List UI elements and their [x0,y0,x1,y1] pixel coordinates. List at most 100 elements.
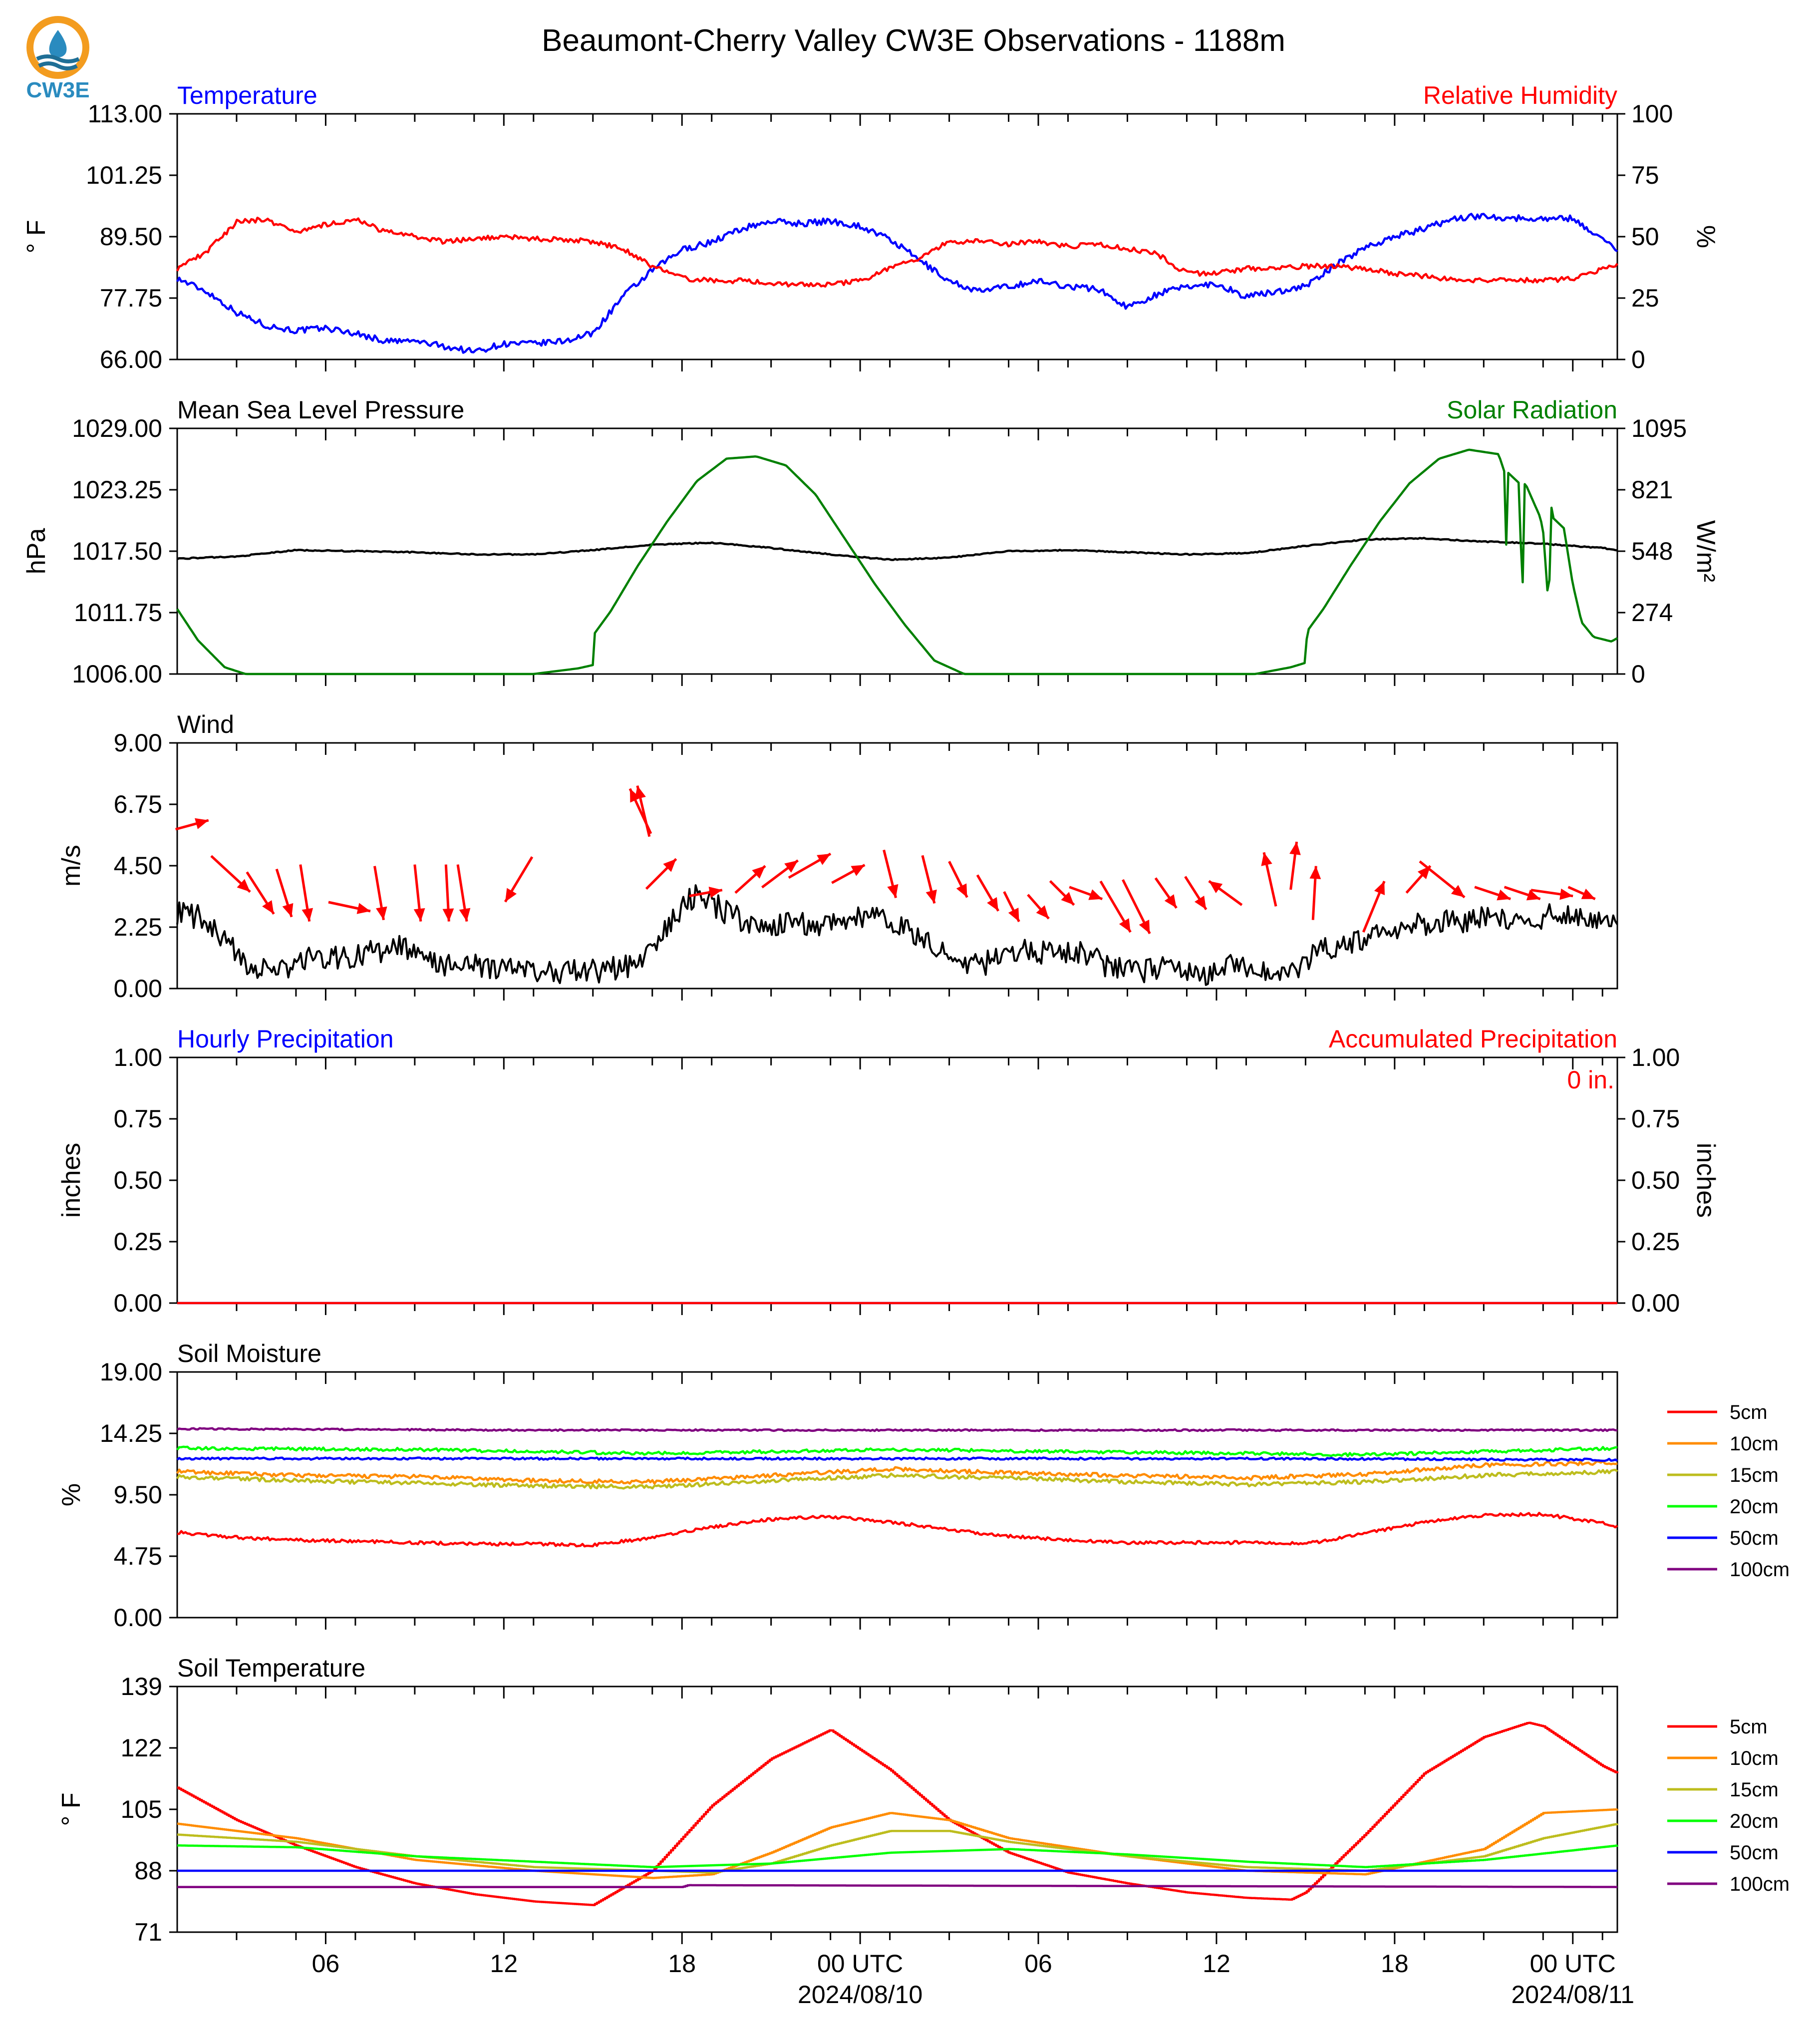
y-tick-label-right: 0 [1631,660,1645,688]
wind-arrow-head [302,908,313,922]
y-tick-label: 1.00 [114,1043,162,1071]
y-tick-label-right: 75 [1631,161,1659,189]
legend-label: 5cm [1730,1716,1768,1738]
left-title: Temperature [177,81,317,109]
plot-frame [176,742,1618,990]
plot-frame [176,1686,1618,1933]
y-tick-label: 1023.25 [72,476,162,504]
wind-arrow-head [925,889,937,904]
y-tick-label: 89.50 [100,223,162,251]
series-line-mean-sea-level-pressure [177,537,1618,561]
y-tick-label: 77.75 [100,284,162,312]
y-tick-label: 88 [134,1857,162,1885]
y-tick-label: 2.25 [114,913,162,941]
series-line-100cm [176,1427,1618,1432]
series-line-5cm [177,1512,1618,1548]
y-axis-label: hPa [22,528,51,575]
y-tick-label: 101.25 [86,161,162,189]
wind-arrow-head [1209,881,1223,893]
legend-label: 20cm [1730,1496,1779,1518]
plot-frame [176,1056,1618,1304]
y-tick-label: 6.75 [114,790,162,818]
series-line-temperature [176,213,1618,354]
y-tick-label: 139 [121,1673,162,1700]
legend: 5cm 10cm 15cm 20cm 50cm 100cm [1667,1401,1790,1581]
y-tick-label: 4.50 [114,852,162,880]
wind-arrow-head [1417,866,1431,880]
wind-arrow-head [629,788,641,803]
plot-frame [176,427,1618,675]
panel-wind: Wind 0.00 2.25 4.50 6.75 9.00 m/s [57,710,1618,1003]
x-tick-label: 06 [1024,1950,1052,1978]
legend-label: 15cm [1730,1779,1779,1801]
x-tick-label: 00 UTC [817,1950,903,1978]
series-line-50cm [176,1456,1618,1462]
y-axis-label-right: inches [1691,1143,1720,1218]
panel-pressure_solar: Mean Sea Level Pressure Solar Radiation 10… [22,396,1720,688]
wind-arrow-head [817,854,831,865]
y-tick-label-right: 1.00 [1631,1043,1680,1071]
y-tick-label: 0.75 [114,1105,162,1133]
y-tick-label: 0.25 [114,1228,162,1256]
y-tick-label-right: 1095 [1631,414,1687,442]
x-tick-label: 06 [312,1950,340,1978]
wind-arrow-head [1008,908,1019,922]
series-line-15cm [176,1468,1618,1490]
y-tick-label: 105 [121,1795,162,1823]
y-tick-label: 0.00 [114,975,162,1003]
x-tick-label: 00 UTC [1530,1950,1616,1978]
wind-arrow-head [376,906,387,920]
x-tick-label: 18 [1381,1950,1409,1978]
plot-frame [176,113,1618,360]
legend-label: 50cm [1730,1527,1779,1549]
y-tick-label-right: 100 [1631,100,1673,128]
legend: 5cm 10cm 15cm 20cm 50cm 100cm [1667,1716,1790,1895]
y-tick-label-right: 0.00 [1631,1289,1680,1317]
series-line-5cm [177,1721,1619,1906]
logo-text: CW3E [26,78,89,102]
y-tick-label: 0.00 [114,1289,162,1317]
series-line-20cm [177,1844,1619,1869]
left-title: Hourly Precipitation [177,1025,394,1053]
wind-arrow-head [1497,889,1511,901]
y-axis-label: ° F [57,1792,86,1826]
y-tick-label: 1006.00 [72,660,162,688]
y-tick-label: 1017.50 [72,537,162,565]
y-axis-label-right: W/m² [1691,520,1720,582]
wind-arrow-head [708,887,722,898]
x-date-label: 2024/08/10 [798,1981,922,2009]
wind-arrow-head [356,903,371,914]
panel-soil_temp: Soil Temperature 71 88 105 122 139 ° F 5cm 10cm 1… [57,1654,1790,2009]
series-line-relative-humidity [176,216,1618,288]
y-tick-label-right: 0.75 [1631,1105,1680,1133]
legend-label: 5cm [1730,1401,1768,1423]
wind-arrow-head [459,908,471,922]
wind-arrow-head [987,897,998,911]
legend-label: 20cm [1730,1810,1779,1832]
y-tick-label-right: 821 [1631,476,1673,504]
right-title: Accumulated Precipitation [1329,1025,1617,1053]
left-title: Soil Temperature [177,1654,365,1682]
legend-label: 15cm [1730,1464,1779,1486]
wind-arrow-head [1374,881,1385,895]
y-tick-label: 1011.75 [74,599,162,627]
series-line-10cm [177,1808,1619,1879]
panel-temp_rh: Temperature Relative Humidity 66.00 77.75 89… [22,81,1720,373]
y-axis-label-right: % [1691,225,1720,248]
y-tick-label: 113.00 [88,100,162,128]
x-tick-label: 18 [668,1950,696,1978]
y-tick-label: 14.25 [100,1419,162,1447]
wind-arrow-head [663,859,676,872]
y-tick-label: 0.50 [114,1166,162,1194]
wind-arrow-head [1119,918,1131,932]
left-title: Mean Sea Level Pressure [177,396,464,424]
plot-frame [176,1371,1618,1619]
y-tick-label-right: 274 [1631,599,1673,627]
legend-label: 50cm [1730,1842,1779,1864]
series-line-10cm [176,1460,1618,1485]
y-tick-label: 0.00 [114,1604,162,1632]
wind-arrow-head [634,785,646,800]
wind-arrow-head [956,883,967,898]
wind-arrow-head [237,879,251,892]
